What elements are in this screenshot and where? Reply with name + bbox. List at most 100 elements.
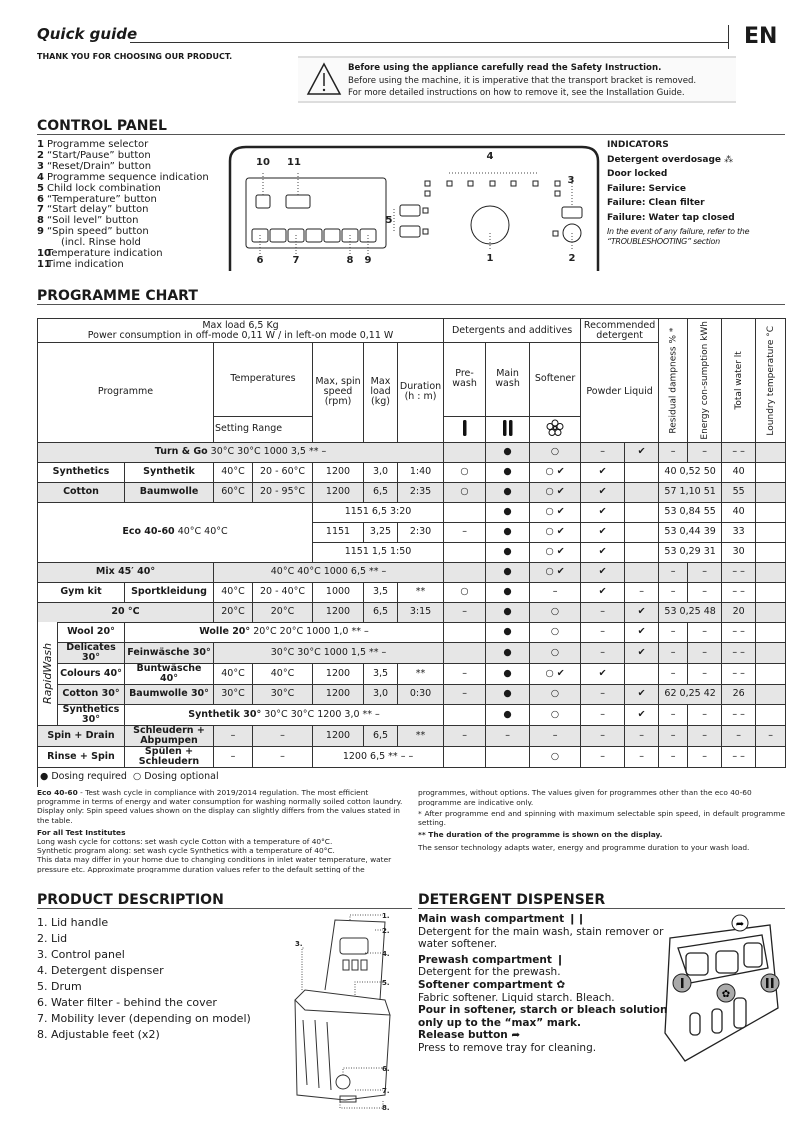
- cell-text: 1151 1,5 1:50: [344, 546, 412, 558]
- section-title-detergent-dispenser: DETERGENT DISPENSER: [418, 892, 785, 909]
- programme-cell: ●: [485, 683, 531, 705]
- programme-cell: **: [396, 581, 445, 603]
- programme-row: Delicates 30° Feinwäsche 30° 30°C 30°C 100…: [38, 641, 787, 664]
- programme-cell: [755, 561, 787, 583]
- softener-flower-icon: ✿: [556, 978, 566, 991]
- programme-cell: –: [687, 561, 723, 583]
- item-label: “Soil level” button: [47, 215, 139, 227]
- programme-cell: **: [396, 724, 445, 747]
- programme-cell: ●: [485, 561, 531, 583]
- control-panel-item: 7 “Start delay” button: [37, 204, 209, 216]
- programme-cell: Synthetics: [37, 461, 125, 483]
- programme-cell: [755, 601, 787, 623]
- programme-name: Schleudern + Abpumpen: [133, 724, 205, 746]
- programme-cell: 1200: [312, 724, 364, 747]
- programme-cell: –: [529, 724, 582, 747]
- programme-cell: [755, 683, 787, 705]
- programme-cell: ✔: [624, 703, 660, 726]
- programme-cell: [755, 541, 787, 563]
- programme-cell: ✔: [580, 501, 626, 523]
- cell-text: 53 0,25 48: [664, 606, 716, 618]
- programme-cell: ●: [485, 641, 531, 664]
- programme-row: Colours 40° Buntwäsche 40° 40°C 40°C 1200 3,5…: [38, 662, 787, 685]
- programme-cell: 1200: [312, 481, 364, 503]
- programme-cell: ○: [529, 601, 582, 623]
- programme-cell: ○: [529, 683, 582, 705]
- programme-cell: Delicates 30°: [57, 641, 125, 664]
- diagram-label: 7: [293, 255, 300, 266]
- overdosage-icon: ⁂: [724, 154, 734, 165]
- hollow-dot-icon: ○: [132, 771, 142, 783]
- item-label: “Start/Pause” button: [47, 149, 151, 161]
- diagram-label: 6: [257, 255, 264, 266]
- programme-cell: ○: [443, 461, 487, 483]
- programme-cell: 30: [721, 541, 757, 563]
- programme-cell: –: [624, 724, 660, 747]
- item-number: 11: [37, 258, 51, 270]
- control-panel-item: 3 “Reset/Drain” button: [37, 161, 209, 173]
- programme-cell: ●: [485, 662, 531, 685]
- control-panel-item: 2 “Start/Pause” button: [37, 149, 209, 162]
- programme-cell: 62 0,25 42: [658, 683, 723, 705]
- programme-cell: –: [658, 561, 689, 583]
- test-note: Synthetic program along: set wash cycle …: [37, 846, 335, 856]
- cell-text: 53 0,29 31: [664, 546, 716, 558]
- programme-cell: 20°C: [252, 601, 313, 623]
- programme-row: RapidWash Wool 20° Wolle 20° 20°C 20°C 100…: [37, 621, 787, 726]
- programme-cell: 40°C: [213, 662, 253, 685]
- programme-cell: ✔: [624, 641, 660, 664]
- softener-flower-icon: [529, 415, 582, 443]
- callout-label: 4.: [382, 950, 390, 958]
- programme-cell: [443, 745, 487, 768]
- control-panel-item: 9 “Spin speed” button: [37, 226, 209, 238]
- programme-cell: Cotton 30°: [57, 683, 125, 705]
- programme-name: Synthetik 30°: [188, 708, 262, 720]
- programme-cell: –: [687, 703, 723, 726]
- programme-cell: ○ ✔: [529, 541, 582, 563]
- spin-header: Max, spin speed (rpm): [312, 342, 364, 443]
- programme-cell: 20°C: [213, 601, 253, 623]
- programme-name: Mix 45′ 40°: [95, 566, 156, 578]
- programme-name: Eco 40-60: [122, 526, 175, 538]
- programme-cell: Synthetik: [124, 461, 214, 483]
- safety-warning: Before using the appliance carefully rea…: [298, 56, 736, 103]
- programme-cell: ●: [485, 461, 531, 483]
- programme-cell: –: [580, 724, 626, 747]
- water-header: Total water lt: [721, 318, 756, 443]
- programme-row: Cotton 30° Baumwolle 30° 30°C 30°C 1200 3,0 0:…: [38, 683, 787, 705]
- dosing-legend: ● Dosing required ○ Dosing optional: [36, 767, 786, 788]
- indicators: INDICATORS Detergent overdosage ⁂ Door l…: [607, 138, 787, 247]
- item-number: 7: [37, 204, 44, 216]
- callout-label: 1.: [382, 912, 390, 920]
- programme-cell: – –: [721, 561, 757, 583]
- item-number: 2: [37, 149, 44, 161]
- release-title: Release button: [418, 1029, 508, 1042]
- programme-cell: –: [252, 724, 313, 747]
- programme-cell: – –: [721, 662, 757, 685]
- programme-cell: –: [658, 441, 689, 463]
- programme-cell: ✔: [580, 481, 626, 503]
- programme-row: Eco 40-60 40°C 40°C 1151 6,5 3:20 ● ○ ✔ ✔ 53 …: [37, 501, 787, 563]
- mainwash-icon: ❙❙: [567, 913, 586, 925]
- programme-name: Feinwäsche 30°: [127, 646, 211, 658]
- programme-cell: 53 0,29 31: [658, 541, 723, 563]
- programme-cell: 53 0,25 48: [658, 601, 723, 623]
- dispenser-illustration: ➦ ✿: [664, 914, 780, 1062]
- mainwash-icon: [485, 415, 531, 443]
- programme-cell: –: [658, 621, 689, 643]
- programme-name: Sportkleidung: [131, 586, 207, 598]
- programme-name: Gym kit: [60, 586, 102, 598]
- test-note-tail: This data may differ in your home due to…: [418, 788, 752, 806]
- programme-cell: Baumwolle 30°: [124, 683, 214, 705]
- programme-cell: ●: [485, 541, 531, 563]
- control-panel-item: 6 “Temperature” button: [37, 194, 209, 206]
- programme-cell: –: [580, 683, 626, 705]
- item-label: Programme selector: [47, 139, 149, 150]
- sensor-note: The sensor technology adapts water, ener…: [418, 842, 750, 852]
- diagram-label: 10: [256, 157, 270, 168]
- part-item: 5. Drum: [37, 980, 82, 993]
- programme-cell: 40: [721, 501, 757, 523]
- programme-cell: 1200: [312, 461, 364, 483]
- programme-cell: 30°C 30°C 1000 1,5 ** –: [212, 641, 445, 664]
- programme-cell: 55: [721, 481, 757, 503]
